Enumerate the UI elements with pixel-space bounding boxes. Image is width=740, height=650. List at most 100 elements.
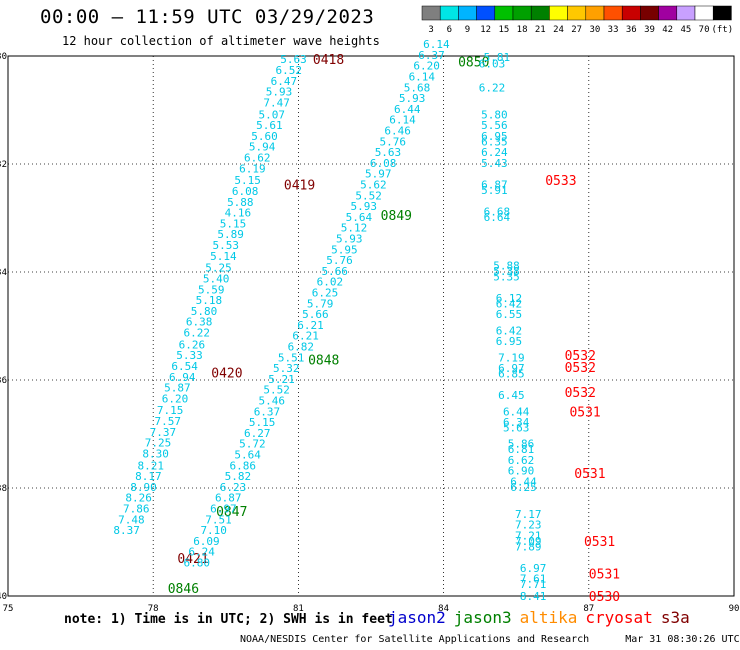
wave-height-point: 6.08: [232, 185, 259, 198]
wave-height-point: 6.44: [394, 103, 421, 116]
wave-height-point: 5.80: [481, 108, 508, 121]
colorbar-label: 30: [589, 25, 600, 35]
wave-height-point: 5.93: [266, 86, 293, 99]
wave-height-point: 5.59: [198, 283, 225, 296]
x-tick-label: 84: [438, 604, 449, 614]
wave-height-point: 6.68: [484, 206, 511, 219]
wave-height-point: 6.55: [496, 308, 523, 321]
wave-height-point: 5.68: [404, 81, 431, 94]
y-tick-label: -36: [0, 376, 7, 386]
x-tick-label: 78: [148, 604, 159, 614]
pass-time-label: 0846: [168, 582, 199, 597]
pass-time-label: 0533: [545, 174, 576, 189]
wave-height-point: 5.63: [375, 146, 402, 159]
y-tick-label: -30: [0, 52, 7, 62]
wave-height-point: 6.21: [292, 330, 319, 343]
wave-height-point: 4.16: [225, 207, 252, 220]
colorbar-swatch: [658, 5, 678, 21]
wave-height-point: 5.52: [263, 384, 290, 397]
colorbar-label: 21: [535, 25, 546, 35]
colorbar-label: 45: [680, 25, 691, 35]
wave-height-point: 5.15: [220, 217, 247, 230]
wave-height-point: 6.37: [254, 405, 281, 418]
wave-height-point: 6.82: [288, 341, 315, 354]
wave-height-point: 6.42: [496, 297, 523, 310]
wave-height-point: 5.18: [196, 294, 223, 307]
chart-title: 00:00 – 11:59 UTC 03/29/2023: [40, 6, 375, 28]
colorbar-label: 24: [553, 25, 564, 35]
wave-height-point: 7.21: [515, 530, 542, 543]
wave-height-point: 7.51: [205, 513, 232, 526]
wave-height-point: 5.79: [307, 297, 334, 310]
x-tick-label: 75: [3, 604, 14, 614]
wave-height-point: 5.93: [350, 200, 377, 213]
colorbar-swatch: [603, 5, 623, 21]
wave-height-point: 5.07: [259, 108, 286, 121]
pass-time-label: 0420: [211, 366, 242, 381]
colorbar-label: 36: [626, 25, 637, 35]
wave-height-point: 6.14: [389, 114, 416, 127]
wave-height-point: 5.33: [176, 349, 203, 362]
credit-text: NOAA/NESDIS Center for Satellite Applica…: [240, 634, 590, 645]
wave-height-point: 6.94: [169, 371, 196, 384]
colorbar-swatch: [476, 5, 496, 21]
wave-height-point: 6.35: [481, 135, 508, 148]
colorbar-label: 6: [447, 25, 452, 35]
colorbar-swatch: [439, 5, 459, 21]
colorbar-label: 12: [480, 25, 491, 35]
wave-height-point: 5.80: [191, 305, 218, 318]
wave-height-point: 5.61: [256, 119, 283, 132]
colorbar-swatch: [512, 5, 532, 21]
wave-height-point: 6.14: [409, 71, 436, 84]
wave-height-point: 5.93: [399, 92, 426, 105]
y-tick-label: -34: [0, 268, 7, 278]
wave-height-point: 7.10: [200, 524, 227, 537]
credit-line: NOAA/NESDIS Center for Satellite Applica…: [240, 634, 740, 645]
wave-height-point: 5.76: [326, 254, 353, 267]
wave-height-point: 6.52: [275, 64, 302, 77]
wave-height-point: 7.25: [145, 437, 172, 450]
wave-height-point: 8.17: [135, 470, 162, 483]
y-tick-label: -32: [0, 160, 7, 170]
wave-height-point: 7.17: [515, 508, 542, 521]
pass-time-label: 0850: [458, 55, 489, 70]
colorbar-label: 42: [662, 25, 673, 35]
wave-height-point: 7.37: [150, 426, 177, 439]
wave-height-point: 5.12: [341, 222, 368, 235]
wave-height-point: 7.19: [498, 351, 525, 364]
wave-height-point: 5.97: [365, 168, 392, 181]
wave-height-point: 7.23: [515, 519, 542, 532]
wave-height-point: 6.20: [413, 60, 440, 73]
wave-height-point: 5.32: [273, 362, 300, 375]
colorbar-swatch: [458, 5, 477, 21]
wave-height-point: 6.85: [498, 368, 525, 381]
wave-height-point: 6.46: [384, 125, 411, 138]
wave-height-point: 6.26: [179, 338, 206, 351]
wave-height-point: 5.91: [481, 184, 508, 197]
colorbar-swatch: [567, 5, 587, 21]
wave-height-point: 8.21: [138, 459, 165, 472]
colorbar-label: 33: [608, 25, 619, 35]
colorbar-swatch: [494, 5, 514, 21]
wave-height-point: 7.71: [520, 578, 547, 591]
wave-height-point: 6.12: [496, 292, 523, 305]
wave-height-point: 5.89: [217, 228, 244, 241]
wave-height-point: 6.86: [229, 459, 256, 472]
credit-timestamp: Mar 31 08:30:26 UTC 2023: [625, 634, 740, 645]
y-tick-label: -40: [0, 592, 7, 602]
wave-height-point: 5.46: [259, 395, 286, 408]
wave-height-point: 6.23: [220, 481, 247, 494]
wave-height-point: 6.47: [271, 75, 298, 88]
wave-height-point: 6.38: [186, 316, 213, 329]
wave-height-point: 5.14: [210, 250, 237, 263]
wave-height-point: 7.57: [154, 415, 181, 428]
wave-height-point: 6.27: [244, 427, 271, 440]
wave-height-point: 5.60: [251, 130, 278, 143]
wave-height-point: 6.22: [479, 81, 506, 94]
wave-height-point: 5.62: [360, 179, 387, 192]
wave-height-point: 7.61: [520, 573, 547, 586]
chart-subtitle: 12 hour collection of altimeter wave hei…: [62, 34, 380, 48]
pass-time-label: 0421: [177, 552, 208, 567]
wave-height-point: 8.90: [130, 481, 157, 494]
wave-height-point: 5.63: [503, 422, 530, 435]
